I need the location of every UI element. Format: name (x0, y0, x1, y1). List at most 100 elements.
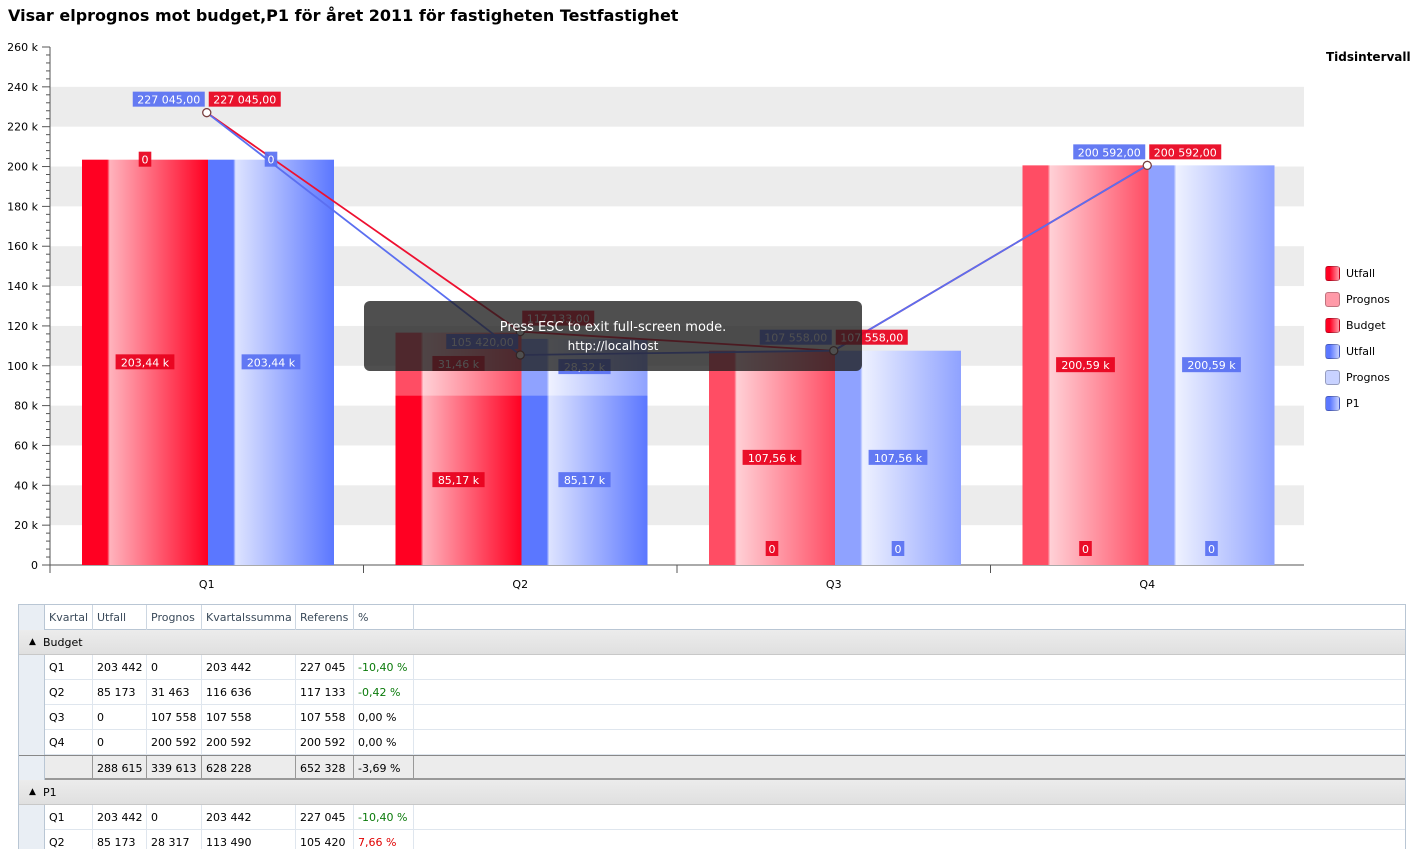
x-tick-label: Q1 (199, 578, 215, 591)
bar-label-prognos: 107,56 k (874, 452, 923, 465)
column-header: % (354, 605, 414, 630)
group-name: Budget (43, 636, 83, 649)
table-cell: 200 592 (147, 730, 202, 755)
legend-swatch (1325, 291, 1340, 307)
legend-swatch (1325, 265, 1340, 281)
y-tick-label: 240 k (7, 81, 38, 94)
total-row: 288 615 339 613 628 228 652 328 -3,69 % (19, 755, 1405, 781)
column-header: Kvartalssumma (202, 605, 296, 630)
bar-label-prognos-bg (1056, 357, 1115, 373)
y-tick-label: 180 k (7, 200, 38, 213)
x-tick-label: Q4 (1139, 578, 1155, 591)
table-row[interactable]: Q2 85 173 28 317 113 490 105 420 7,66 % (19, 830, 1405, 849)
column-header: Referens (296, 605, 354, 630)
fullscreen-notice: Press ESC to exit full-screen mode. http… (364, 301, 862, 371)
table-cell: Q2 (45, 680, 93, 705)
table-cell: 85 173 (93, 830, 147, 849)
y-tick-label: 40 k (14, 479, 38, 492)
table-cell: 0,00 % (354, 730, 414, 755)
total-cell: 628 228 (202, 756, 296, 781)
table-cell: 203 442 (93, 805, 147, 830)
total-cell: -3,69 % (354, 756, 414, 781)
table-cell: Q1 (45, 655, 93, 680)
bar-label-prognos-bg (742, 449, 802, 465)
bar-label-utfall: 0 (895, 543, 902, 556)
table-cell: 117 133 (296, 680, 354, 705)
bar-label-utfall-bg (891, 541, 905, 556)
legend-item: Utfall (1325, 338, 1390, 364)
table-cell: 227 045 (296, 805, 354, 830)
table-cell: 200 592 (202, 730, 296, 755)
legend-swatch (1325, 369, 1340, 385)
row-indent (19, 705, 45, 730)
bar-label-prognos-bg (138, 151, 152, 167)
y-tick-label: 60 k (14, 439, 38, 452)
bar-label-utfall: 0 (769, 543, 776, 556)
legend-item: Prognos (1325, 364, 1390, 390)
bar-label-prognos: 200,59 k (1061, 359, 1110, 372)
total-cell: 652 328 (296, 756, 354, 781)
bar-chart: 0 20 k 40 k 60 k 80 k 100 k 120 k 140 k 160 k 180… (7, 41, 1304, 591)
bar-label-prognos-bg (264, 151, 278, 167)
table-cell: 107 558 (296, 705, 354, 730)
table-cell: 113 490 (202, 830, 296, 849)
group-row[interactable]: ▲ P1 (19, 780, 1405, 805)
y-tick-label: 160 k (7, 240, 38, 253)
table-cell: -10,40 % (354, 805, 414, 830)
table-row[interactable]: Q4 0 200 592 200 592 200 592 0,00 % (19, 730, 1405, 755)
group-row[interactable]: ▲ Budget (19, 630, 1405, 655)
chevron-up-icon[interactable]: ▲ (29, 787, 36, 797)
table-cell: 0,00 % (354, 705, 414, 730)
table-cell: 203 442 (93, 655, 147, 680)
legend-label: P1 (1346, 396, 1360, 410)
table-cell: 0 (147, 805, 202, 830)
data-grid: Kvartal Utfall Prognos Kvartalssumma Referen… (18, 604, 1406, 849)
bar-label-prognos-bg (1182, 357, 1241, 373)
line-value-label: 227 045,00 (137, 94, 200, 107)
bar-label-prognos-bg (868, 449, 928, 465)
table-row[interactable]: Q1 203 442 0 203 442 227 045 -10,40 % (19, 805, 1405, 830)
line-point (1142, 160, 1152, 170)
row-indent (19, 830, 45, 849)
line-value-label-bg (1073, 144, 1146, 160)
bar-label-utfall-bg (115, 354, 175, 370)
table-cell: 0 (147, 655, 202, 680)
bar-label-prognos: 107,56 k (748, 452, 797, 465)
bar-label-utfall-bg (432, 472, 485, 488)
bar-label-prognos: 0 (268, 154, 275, 167)
legend-item: Prognos (1325, 286, 1390, 312)
table-cell: Q1 (45, 805, 93, 830)
table-cell: 200 592 (296, 730, 354, 755)
y-tick-label: 260 k (7, 41, 38, 54)
table-cell: 28 317 (147, 830, 202, 849)
row-indent (19, 756, 45, 781)
row-indent (19, 605, 45, 630)
legend-swatch (1325, 317, 1340, 333)
table-row[interactable]: Q3 0 107 558 107 558 107 558 0,00 % (19, 705, 1405, 730)
legend-label: Prognos (1346, 292, 1390, 306)
row-indent (19, 655, 45, 680)
y-tick-label: 0 (31, 559, 38, 572)
bar-label-utfall-bg (558, 472, 611, 488)
y-tick-label: 220 k (7, 121, 38, 134)
y-tick-label: 100 k (7, 360, 38, 373)
table-cell: Q3 (45, 705, 93, 730)
table-row[interactable]: Q1 203 442 0 203 442 227 045 -10,40 % (19, 655, 1405, 680)
total-cell (45, 756, 93, 781)
table-row[interactable]: Q2 85 173 31 463 116 636 117 133 -0,42 % (19, 680, 1405, 705)
line-value-label: 227 045,00 (213, 94, 276, 107)
chevron-up-icon[interactable]: ▲ (29, 637, 36, 647)
table-cell: 116 636 (202, 680, 296, 705)
row-indent (19, 805, 45, 830)
table-cell: 107 558 (202, 705, 296, 730)
table-cell: 7,66 % (354, 830, 414, 849)
table-cell: 85 173 (93, 680, 147, 705)
table-cell: -0,42 % (354, 680, 414, 705)
table-cell: 203 442 (202, 805, 296, 830)
grid-header: Kvartal Utfall Prognos Kvartalssumma Referen… (19, 605, 1405, 630)
bar-label-utfall: 0 (1208, 543, 1215, 556)
bar-label-utfall-bg (1079, 541, 1092, 556)
table-cell: 227 045 (296, 655, 354, 680)
table-cell: 105 420 (296, 830, 354, 849)
legend-label: Utfall (1346, 266, 1376, 280)
